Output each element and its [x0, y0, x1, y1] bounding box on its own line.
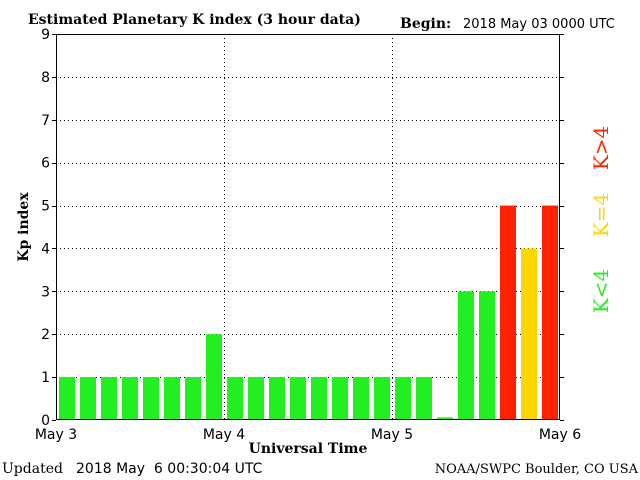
y-tick-label: 9 — [41, 27, 50, 43]
source-credit: NOAA/SWPC Boulder, CO USA — [435, 462, 639, 477]
kp-bar — [164, 377, 180, 420]
kp-bar — [248, 377, 264, 420]
x-tick-label: May 5 — [371, 427, 413, 443]
chart-title: Estimated Planetary K index (3 hour data… — [28, 12, 361, 28]
x-tick-label: May 4 — [203, 427, 245, 443]
kp-bar — [332, 377, 348, 420]
kp-bar — [395, 377, 411, 420]
kp-bar — [521, 248, 537, 420]
x-ticks: May 3 May 4 May 5 May 6 — [35, 427, 581, 443]
kp-bar — [437, 417, 453, 420]
kp-bar — [500, 205, 516, 420]
legend-k-equal-4: K=4 — [589, 193, 613, 237]
kp-bar — [479, 291, 495, 420]
x-tick-label: May 6 — [539, 427, 581, 443]
y-tick-label: 1 — [41, 370, 50, 386]
kp-bar — [122, 377, 138, 420]
y-axis-label: Kp index — [16, 192, 32, 262]
y-tick-label: 0 — [41, 413, 50, 429]
y-tick-label: 7 — [41, 113, 50, 129]
begin-label: Begin: — [400, 16, 451, 32]
kp-bar — [269, 377, 285, 420]
y-tick-label: 8 — [41, 70, 50, 86]
y-tick-label: 3 — [41, 284, 50, 300]
kp-bar — [458, 291, 474, 420]
updated-value: 2018 May 6 00:30:04 UTC — [76, 461, 263, 477]
x-axis-label: Universal Time — [249, 441, 368, 457]
y-tick-label: 5 — [41, 199, 50, 215]
kp-bar — [542, 205, 558, 420]
grid-lines — [56, 34, 560, 420]
kp-bar — [374, 377, 390, 420]
legend-k-below-4: K<4 — [589, 269, 613, 313]
kp-bar — [143, 377, 159, 420]
bars — [59, 205, 558, 420]
plot-frame — [56, 34, 560, 420]
kp-bar — [59, 377, 75, 420]
kp-bar — [311, 377, 327, 420]
kp-bar — [353, 377, 369, 420]
kp-bar — [206, 334, 222, 420]
updated-label: Updated — [2, 461, 63, 477]
y-tick-label: 4 — [41, 241, 50, 257]
x-tick-label: May 3 — [35, 427, 77, 443]
kp-bar — [416, 377, 432, 420]
y-tick-label: 2 — [41, 327, 50, 343]
kp-bar — [101, 377, 117, 420]
legend-k-above-4: K>4 — [589, 126, 613, 170]
kp-bar — [290, 377, 306, 420]
begin-value: 2018 May 03 0000 UTC — [463, 17, 615, 32]
kp-bar — [227, 377, 243, 420]
kp-bar — [80, 377, 96, 420]
y-tick-label: 6 — [41, 156, 50, 172]
kp-bar — [185, 377, 201, 420]
y-ticks: 0 1 2 3 4 5 6 7 8 9 — [41, 27, 564, 429]
